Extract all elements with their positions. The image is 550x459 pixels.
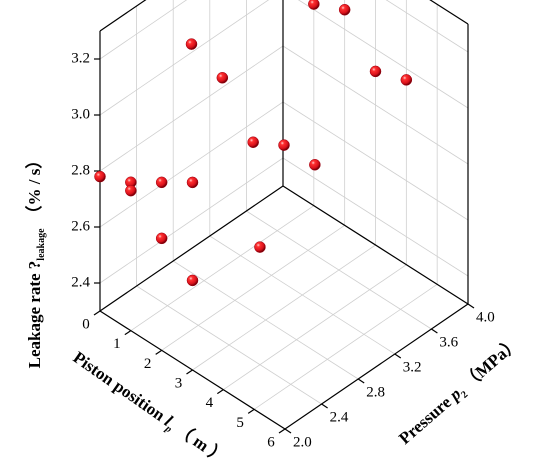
data-point xyxy=(308,0,320,10)
floor-grid-line xyxy=(209,235,396,355)
frame-edge xyxy=(429,0,469,25)
x-tick-label: 0 xyxy=(82,316,90,332)
data-point xyxy=(400,74,413,86)
y-tick-mark xyxy=(284,428,292,434)
data-point xyxy=(155,176,168,189)
y-tick-mark xyxy=(394,353,402,359)
frame-edge xyxy=(282,185,469,305)
floor-grid-line xyxy=(130,205,315,331)
x-tick-mark xyxy=(93,310,101,316)
tick-labels: 0 1 2 3 4 5 6 2.0 2.4 2.8 3.2 3.6 4.0 2.4 2.6 2.8 3.0 3.2 xyxy=(71,50,495,450)
x-tick-label: 5 xyxy=(236,415,244,431)
floor-grid-line xyxy=(172,260,359,380)
x-tick-label: 2 xyxy=(144,356,152,372)
data-point xyxy=(309,159,321,171)
back-wall-grid-line xyxy=(99,0,270,116)
back-wall-grid-line xyxy=(99,157,284,284)
x-tick-mark xyxy=(186,369,193,375)
y-tick-label: 2.8 xyxy=(366,384,385,400)
y-tick-label: 4.0 xyxy=(476,309,495,325)
data-point xyxy=(186,176,199,189)
y-tick-mark xyxy=(467,303,475,309)
data-point xyxy=(186,274,199,287)
x-tick-mark xyxy=(124,330,132,336)
y-tick-label: 2.0 xyxy=(293,434,312,450)
z-tick-label: 2.4 xyxy=(71,274,90,290)
floor-grid-line xyxy=(246,210,432,330)
y-tick-label: 3.2 xyxy=(403,359,422,375)
data-point xyxy=(216,72,229,84)
back-wall-grid-line xyxy=(99,45,284,172)
x-tick-mark xyxy=(278,428,286,434)
y-tick-mark xyxy=(431,328,438,334)
y-axis-title: Pressure p2（MPa） xyxy=(395,332,526,450)
data-point xyxy=(125,184,137,197)
data-point xyxy=(278,139,290,151)
data-point xyxy=(247,136,259,148)
floor-grid-line xyxy=(161,225,345,351)
side-wall-grid-line xyxy=(282,101,469,221)
frame-edge xyxy=(99,185,284,312)
floor-grid-line xyxy=(136,285,322,405)
y-tick-label: 3.6 xyxy=(439,334,458,350)
z-tick-label: 3.0 xyxy=(71,106,90,122)
z-tick-label: 3.2 xyxy=(71,50,90,66)
z-axis-title: Leakage rate ?leakage（% / s） xyxy=(24,152,47,369)
y-tick-mark xyxy=(321,403,328,409)
frame-edge xyxy=(99,0,147,32)
y-tick-mark xyxy=(357,378,365,384)
data-point xyxy=(94,170,106,183)
x-tick-mark xyxy=(155,349,162,355)
data-point xyxy=(155,232,168,245)
x-tick-mark xyxy=(217,389,224,395)
data-point xyxy=(369,65,382,78)
side-wall-grid-line xyxy=(282,157,469,277)
data-point xyxy=(254,241,266,253)
data-point xyxy=(185,38,198,50)
side-wall-grid-line xyxy=(282,45,469,165)
back-wall-grid-line xyxy=(99,101,284,228)
x-tick-label: 1 xyxy=(113,336,121,352)
y-tick-label: 2.4 xyxy=(330,409,349,425)
floor-grid-line xyxy=(223,264,407,390)
back-wall-grid-line xyxy=(99,0,188,60)
data-point xyxy=(338,3,351,16)
frame-edge xyxy=(284,303,469,430)
x-tick-label: 4 xyxy=(206,395,214,411)
x-tick-label: 3 xyxy=(175,375,183,391)
floor-grid-line xyxy=(192,244,376,371)
x-tick-mark xyxy=(247,408,255,414)
floor-grid-line xyxy=(253,284,438,410)
x-tick-label: 6 xyxy=(267,434,275,450)
z-tick-label: 2.6 xyxy=(71,218,90,234)
side-wall-grid-line xyxy=(385,0,469,53)
data-points xyxy=(94,0,413,287)
z-tick-label: 2.8 xyxy=(71,162,90,178)
